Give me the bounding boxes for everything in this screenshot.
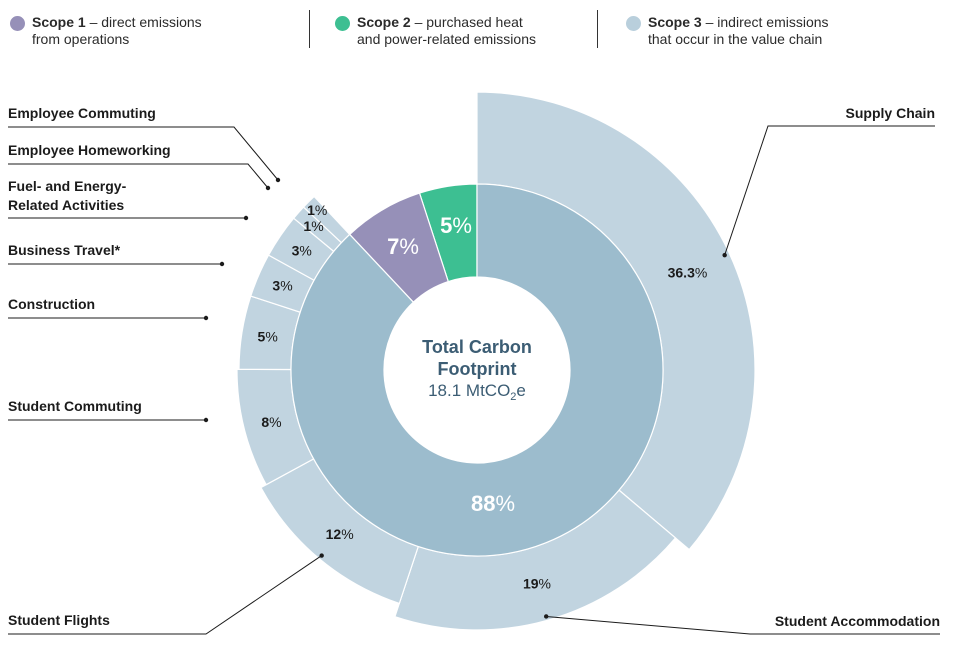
outer-pct-sign: %: [315, 202, 327, 218]
label-supply-chain: Supply Chain: [846, 105, 935, 121]
legend-desc2-scope3: that occur in the value chain: [648, 31, 823, 47]
outer-pct-business-travel: 3%: [272, 278, 292, 294]
label-business-travel: Business Travel*: [8, 242, 121, 258]
label-fuel-energy-line1: Fuel- and Energy-: [8, 178, 127, 194]
outer-pct-value: 5: [258, 328, 266, 344]
outer-ring: [236, 91, 756, 631]
outer-pct-student-accommodation: 19%: [523, 576, 551, 592]
leader-employee-commuting: [8, 126, 279, 181]
leader-student-flights-dot: [319, 553, 324, 558]
inner-pct-value: 7: [387, 234, 399, 259]
outer-pct-sign: %: [280, 278, 292, 294]
outer-pct-value: 3: [272, 278, 280, 294]
outer-pct-value: 1: [303, 218, 311, 234]
outer-pct-value: 3: [292, 243, 300, 259]
outer-pct-sign: %: [539, 576, 551, 592]
outer-pct-supply-chain: 36.3%: [668, 264, 708, 280]
inner-slice-scope-1: [348, 192, 450, 304]
inner-pct-sign: %: [399, 234, 419, 259]
leader-lines: [8, 125, 940, 635]
scope2-swatch: [335, 16, 350, 31]
legend-title-scope2: Scope 2: [357, 14, 411, 30]
center-value-suffix: e: [516, 381, 525, 400]
center-value-main: 18.1 MtCO: [428, 381, 510, 400]
legend-text-scope1: Scope 1 – direct emissions from operation…: [32, 14, 202, 48]
outer-pct-sign: %: [311, 218, 323, 234]
leader-business-travel-dot: [219, 261, 225, 267]
leader-employee-homeworking: [8, 163, 269, 189]
outer-pct-value: 8: [261, 414, 269, 430]
label-student-commuting: Student Commuting: [8, 398, 142, 414]
outer-pct-employee-commuting: 1%: [307, 202, 327, 218]
legend-text-scope2: Scope 2 – purchased heat and power-relate…: [357, 14, 536, 48]
center-value: 18.1 MtCO2e: [428, 381, 526, 403]
inner-pct-scope-3: 88%: [471, 491, 515, 516]
outer-pct-employee-homeworking: 1%: [303, 218, 323, 234]
outer-pct-construction: 5%: [258, 328, 278, 344]
outer-pct-sign: %: [265, 328, 277, 344]
legend-title-scope1: Scope 1: [32, 14, 86, 30]
leader-supply-chain: [724, 125, 935, 256]
label-construction: Construction: [8, 296, 95, 312]
leader-employee-homeworking-dot: [265, 185, 271, 191]
outer-pct-value: 12: [326, 526, 342, 542]
label-fuel-energy-line2: Related Activities: [8, 197, 124, 213]
inner-slice-scope-3: [290, 183, 664, 557]
legend-divider: [309, 10, 310, 48]
label-employee-commuting: Employee Commuting: [8, 105, 156, 121]
leader-student-flights: [8, 555, 322, 635]
center-title-line2: Footprint: [438, 359, 517, 379]
legend-desc2-scope1: from operations: [32, 31, 130, 47]
outer-pct-value: 1: [307, 202, 315, 218]
leader-student-accommodation: [546, 615, 940, 635]
outer-pct-sign: %: [341, 526, 353, 542]
center-value-sub: 2: [510, 391, 516, 403]
leader-construction-dot: [203, 315, 209, 321]
inner-pct-value: 5: [440, 213, 452, 238]
outer-pct-value: 19: [523, 576, 539, 592]
scope1-swatch: [10, 16, 25, 31]
outer-pct-sign: %: [299, 243, 311, 259]
leader-supply-chain-dot: [722, 252, 727, 258]
category-labels: Supply Chain Student Accommodation Student…: [8, 105, 940, 629]
legend-desc1-scope2: – purchased heat: [414, 14, 523, 30]
scope3-swatch: [626, 16, 641, 31]
inner-pct-sign: %: [495, 491, 515, 516]
legend-text-scope3: Scope 3 – indirect emissions that occur i…: [648, 14, 829, 48]
outer-pct-value: 36.3: [668, 264, 695, 280]
leader-fuel-energy-dot: [243, 215, 249, 221]
label-employee-homeworking: Employee Homeworking: [8, 142, 171, 158]
inner-ring: [290, 183, 664, 557]
leader-student-commuting-dot: [203, 417, 209, 423]
label-student-flights: Student Flights: [8, 612, 110, 628]
leader-employee-commuting-dot: [275, 177, 281, 183]
label-student-accommodation: Student Accommodation: [775, 613, 940, 629]
legend-desc2-scope2: and power-related emissions: [357, 31, 536, 47]
legend-title-scope3: Scope 3: [648, 14, 702, 30]
center-title-line1: Total Carbon: [422, 337, 532, 357]
legend-desc1-scope3: – indirect emissions: [705, 14, 829, 30]
legend-desc1-scope1: – direct emissions: [89, 14, 202, 30]
inner-percent-labels: 5%7%88%: [387, 213, 515, 516]
inner-pct-value: 88: [471, 491, 495, 516]
inner-pct-scope-1: 7%: [387, 234, 419, 259]
outer-percent-labels: 36.3%19%12%8%5%3%3%1%1%: [258, 202, 708, 592]
outer-pct-sign: %: [269, 414, 281, 430]
inner-pct-scope-2: 5%: [440, 213, 472, 238]
inner-pct-sign: %: [452, 213, 472, 238]
legend-divider: [597, 10, 598, 48]
outer-pct-student-commuting: 8%: [261, 414, 281, 430]
legend: Scope 1 – direct emissions from operation…: [0, 0, 957, 50]
outer-pct-sign: %: [695, 264, 707, 280]
outer-pct-fuel-and-energy-related-activities: 3%: [292, 243, 312, 259]
outer-pct-student-flights: 12%: [326, 526, 354, 542]
leader-student-accommodation-dot: [543, 614, 549, 619]
